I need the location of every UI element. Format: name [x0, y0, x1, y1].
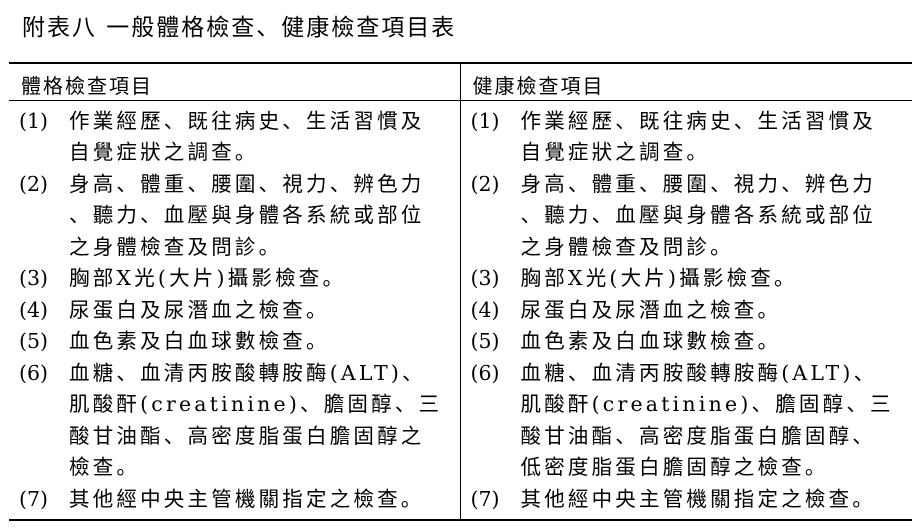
item-text: 尿蛋白及尿潛血之檢查。 — [69, 295, 330, 327]
item-number: (3) — [470, 266, 500, 290]
list-item: (3) 胸部X光(大片)攝影檢查。 — [461, 263, 913, 295]
document-title: 附表八 一般體格檢查、健康檢查項目表 — [22, 15, 457, 41]
item-text: 其他經中央主管機關指定之檢查。 — [521, 484, 877, 516]
item-text-line: 之身體檢查及問診。 — [520, 234, 734, 259]
item-number: (1) — [19, 108, 49, 133]
table-body-row: (1) 作業經歷、既往病史、生活習慣及 自覺症狀之調查。 (2) 身高、體重、腰圍、視力… — [9, 100, 913, 521]
list-item: (4) 尿蛋白及尿潛血之檢查。 — [461, 295, 913, 327]
item-number: (7) — [470, 486, 500, 511]
item-number: (6) — [470, 360, 500, 385]
item-text-line: 身高、體重、腰圍、視力、辨色力 — [520, 171, 876, 196]
item-number: (5) — [19, 329, 49, 353]
item-text-line: 、聽力、血壓與身體各系統或部位 — [520, 203, 876, 227]
item-text: 胸部X光(大片)攝影檢查。 — [69, 263, 346, 295]
list-item: (1) 作業經歷、既往病史、生活習慣及 自覺症狀之調查。 — [461, 106, 913, 169]
health-exam-items: (1) 作業經歷、既往病史、生活習慣及 自覺症狀之調查。 (2) 身高、體重、腰圍、視力… — [460, 100, 913, 521]
physical-exam-items: (1) 作業經歷、既往病史、生活習慣及 自覺症狀之調查。 (2) 身高、體重、腰圍、視力… — [9, 100, 461, 521]
item-text: 其他經中央主管機關指定之檢查。 — [69, 484, 425, 516]
list-item: (3) 胸部X光(大片)攝影檢查。 — [9, 263, 460, 295]
item-text: 血糖、血清丙胺酸轉胺酶(ALT)、 肌酸酐(creatinine)、膽固醇、三 酸甘… — [69, 358, 442, 484]
item-text-line: 酸甘油酯、高密度脂蛋白膽固醇、 — [520, 423, 876, 448]
item-text-line: 血色素及白血球數檢查。 — [520, 329, 782, 353]
item-text-line: 身高、體重、腰圍、視力、辨色力 — [69, 171, 425, 196]
item-text: 作業經歷、既往病史、生活習慣及 自覺症狀之調查。 — [69, 106, 425, 169]
item-text: 血糖、血清丙胺酸轉胺酶(ALT)、 肌酸酐(creatinine)、膽固醇、三 酸甘… — [521, 358, 894, 484]
item-text: 血色素及白血球數檢查。 — [521, 326, 782, 358]
item-text-line: 低密度脂蛋白膽固醇之檢查。 — [520, 455, 829, 479]
item-text-line: 血糖、血清丙胺酸轉胺酶(ALT)、 — [520, 360, 878, 385]
item-number: (2) — [470, 171, 500, 196]
item-text-line: 尿蛋白及尿潛血之檢查。 — [69, 297, 330, 322]
item-text-line: 胸部X光(大片)攝影檢查。 — [520, 266, 798, 290]
item-text-line: 血糖、血清丙胺酸轉胺酶(ALT)、 — [69, 360, 426, 385]
item-text-line: 、聽力、血壓與身體各系統或部位 — [69, 203, 425, 227]
header-physical-exam: 體格檢查項目 — [9, 62, 461, 101]
list-item: (2) 身高、體重、腰圍、視力、辨色力 、聽力、血壓與身體各系統或部位 之身體檢查及問… — [461, 169, 913, 264]
header-health-exam: 健康檢查項目 — [460, 62, 912, 101]
item-text-line: 肌酸酐(creatinine)、膽固醇、三 — [69, 392, 443, 416]
exam-items-table: 體格檢查項目 健康檢查項目 (1) 作業經歷、既往病史、生活習慣及 自覺症狀之調查。… — [9, 62, 912, 521]
list-item: (5) 血色素及白血球數檢查。 — [461, 326, 913, 358]
item-text: 血色素及白血球數檢查。 — [69, 326, 330, 358]
list-item: (1) 作業經歷、既往病史、生活習慣及 自覺症狀之調查。 — [9, 106, 460, 169]
item-text-line: 之身體檢查及問診。 — [69, 234, 283, 259]
item-number: (2) — [19, 171, 49, 196]
item-number: (4) — [19, 297, 49, 322]
item-text-line: 檢查。 — [69, 455, 141, 479]
item-text-line: 作業經歷、既往病史、生活習慣及 — [69, 108, 425, 133]
list-item: (7) 其他經中央主管機關指定之檢查。 — [461, 484, 913, 516]
item-text: 尿蛋白及尿潛血之檢查。 — [521, 295, 782, 327]
item-text: 身高、體重、腰圍、視力、辨色力 、聽力、血壓與身體各系統或部位 之身體檢查及問診。 — [69, 169, 425, 264]
item-number: (1) — [470, 108, 500, 133]
list-item: (5) 血色素及白血球數檢查。 — [9, 326, 460, 358]
list-item: (4) 尿蛋白及尿潛血之檢查。 — [9, 295, 460, 327]
item-text-line: 肌酸酐(creatinine)、膽固醇、三 — [520, 392, 894, 416]
item-text-line: 自覺症狀之調查。 — [520, 140, 711, 164]
list-item: (6) 血糖、血清丙胺酸轉胺酶(ALT)、 肌酸酐(creatinine)、膽固醇、… — [9, 358, 460, 484]
item-text: 作業經歷、既往病史、生活習慣及 自覺症狀之調查。 — [521, 106, 877, 169]
table-header-row: 體格檢查項目 健康檢查項目 — [9, 62, 912, 101]
list-item: (2) 身高、體重、腰圍、視力、辨色力 、聽力、血壓與身體各系統或部位 之身體檢查及問… — [9, 169, 460, 264]
item-number: (5) — [470, 329, 500, 353]
item-text-line: 酸甘油酯、高密度脂蛋白膽固醇之 — [69, 423, 425, 448]
item-text-line: 自覺症狀之調查。 — [69, 140, 259, 164]
item-text-line: 胸部X光(大片)攝影檢查。 — [69, 266, 347, 290]
list-item: (7) 其他經中央主管機關指定之檢查。 — [9, 484, 460, 516]
item-number: (7) — [19, 486, 49, 511]
item-text-line: 其他經中央主管機關指定之檢查。 — [520, 486, 876, 511]
item-number: (3) — [19, 266, 49, 290]
item-text-line: 作業經歷、既往病史、生活習慣及 — [520, 108, 876, 133]
item-number: (4) — [470, 297, 500, 322]
list-item: (6) 血糖、血清丙胺酸轉胺酶(ALT)、 肌酸酐(creatinine)、膽固醇、… — [461, 358, 913, 484]
item-text-line: 尿蛋白及尿潛血之檢查。 — [520, 297, 782, 322]
item-text: 身高、體重、腰圍、視力、辨色力 、聽力、血壓與身體各系統或部位 之身體檢查及問診。 — [521, 169, 877, 264]
item-text-line: 血色素及白血球數檢查。 — [69, 329, 330, 353]
item-number: (6) — [19, 360, 49, 385]
item-text-line: 其他經中央主管機關指定之檢查。 — [69, 486, 425, 511]
item-text: 胸部X光(大片)攝影檢查。 — [521, 263, 798, 295]
